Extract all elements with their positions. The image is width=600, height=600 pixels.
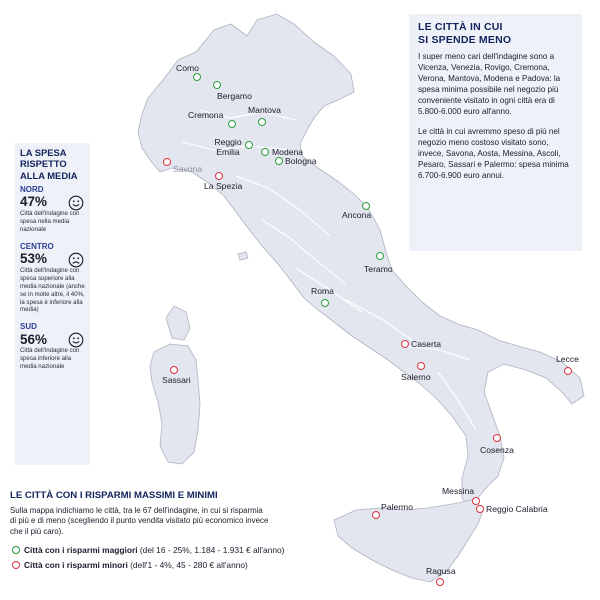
city-label: Ancona [342, 210, 372, 220]
zone-name: CENTRO [20, 241, 54, 251]
min-savings-marker [417, 362, 425, 370]
legend-max-detail: (del 16 - 25%, 1.184 - 1.931 € all'anno) [139, 544, 285, 555]
city-label: Palermo [381, 502, 413, 512]
zone-description: Città dell'indagine con spesa nella medi… [20, 209, 80, 233]
small-island [237, 251, 249, 261]
city-label: Cremona [188, 110, 224, 120]
zone-nord: NORD 47% Città dell'indagine con spesa n… [20, 185, 86, 234]
max-savings-marker [193, 73, 201, 81]
city-label: Cosenza [480, 445, 514, 455]
map-legend: LE CITTÀ CON I RISPARMI MASSIMI E MINIMI… [0, 484, 330, 600]
zone-percentage: 47% [20, 194, 48, 210]
italy-mainland [137, 13, 585, 509]
region-boundaries [181, 109, 477, 431]
max-savings-marker [321, 299, 329, 307]
legend-title: LE CITTÀ CON I RISPARMI MASSIMI E MINIMI [10, 490, 218, 501]
spending-vs-average-box: LA SPESA RISPETTO ALLA MEDIA NORD 47% Ci… [15, 143, 90, 465]
max-savings-marker [362, 202, 370, 210]
max-savings-legend-marker [12, 545, 20, 554]
legend-min-text: Città con i risparmi minori (dell'1 - 4%… [24, 560, 248, 570]
max-savings-marker [376, 252, 384, 260]
min-savings-marker [401, 340, 409, 348]
zone-name: NORD [20, 184, 44, 194]
legend-max-text: Città con i risparmi maggiori (del 16 - … [24, 545, 284, 555]
city-label: Lecce [556, 354, 579, 364]
spend-box-title: LA SPESA RISPETTO ALLA MEDIA [20, 147, 78, 181]
info-box-title: LE CITTÀ IN CUI SI SPENDE MENO [418, 21, 574, 47]
info-title-line2: SI SPENDE MENO [418, 34, 512, 47]
cheapest-cities-box: LE CITTÀ IN CUI SI SPENDE MENO I super m… [409, 14, 582, 251]
city-label: Ragusa [426, 566, 456, 576]
legend-description: Sulla mappa indichiamo le città, tra le … [10, 505, 269, 536]
zone-percentage: 56% [20, 331, 48, 347]
zone-centro: CENTRO 53% Città dell'indagine con spesa… [20, 242, 86, 315]
frown-face-icon [68, 252, 84, 268]
max-savings-marker [245, 141, 253, 149]
zone-percentage: 53% [20, 251, 48, 267]
corsica [165, 305, 191, 341]
city-label: Modena [272, 147, 304, 157]
city-label: Messina [442, 486, 474, 496]
min-savings-marker [436, 578, 444, 586]
city-label: Salerno [401, 372, 431, 382]
smile-face-icon [68, 195, 84, 211]
city-label: Roma [311, 286, 334, 296]
city-label: Savona [173, 164, 203, 174]
city-label: Reggio Calabria [486, 504, 548, 514]
max-savings-marker [213, 81, 221, 89]
city-label: Bergamo [217, 91, 252, 101]
max-savings-marker [258, 118, 266, 126]
zone-sud: SUD 56% Città dell'indagine con spesa in… [20, 322, 86, 371]
city-label: La Spezia [204, 181, 243, 191]
min-savings-marker [372, 511, 380, 519]
legend-row-min-savings: Città con i risparmi minori (dell'1 - 4%… [10, 559, 320, 574]
city-label: Mantova [248, 105, 281, 115]
legend-min-label: Città con i risparmi minori [24, 559, 128, 570]
smile-face-icon [68, 333, 84, 348]
city-label: Teramo [364, 264, 393, 274]
legend-max-label: Città con i risparmi maggiori [24, 544, 138, 555]
city-label: Sassari [162, 375, 191, 385]
max-savings-marker [275, 157, 283, 165]
min-savings-marker [476, 505, 484, 513]
zone-description: Città dell'indagine con spesa superiore … [20, 266, 85, 314]
legend-min-detail: (dell'1 - 4%, 45 - 280 € all'anno) [130, 559, 248, 570]
min-savings-marker [215, 172, 223, 180]
city-label: Como [176, 63, 199, 73]
min-savings-marker [170, 366, 178, 374]
zone-name: SUD [20, 322, 37, 332]
max-savings-marker [261, 148, 269, 156]
city-label: Bologna [285, 156, 317, 166]
legend-row-max-savings: Città con i risparmi maggiori (del 16 - … [10, 544, 320, 559]
max-savings-marker [228, 120, 236, 128]
min-savings-marker [493, 434, 501, 442]
sardinia [149, 343, 201, 465]
info-paragraph-cheapest: I super meno cari dell'indagine sono a V… [418, 52, 561, 117]
min-savings-marker [163, 158, 171, 166]
city-label: Reggio Emilia [214, 137, 242, 157]
city-label: Caserta [411, 339, 442, 349]
info-paragraph-most-expensive: Le città in cui avremmo speso di più nel… [418, 127, 569, 181]
min-savings-legend-marker [12, 560, 20, 569]
zone-description: Città dell'indagine con spesa inferiore … [20, 347, 80, 371]
info-title-line1: LE CITTÀ IN CUI [418, 21, 503, 33]
sicily [333, 499, 485, 583]
min-savings-marker [564, 367, 572, 375]
min-savings-marker [472, 497, 480, 505]
